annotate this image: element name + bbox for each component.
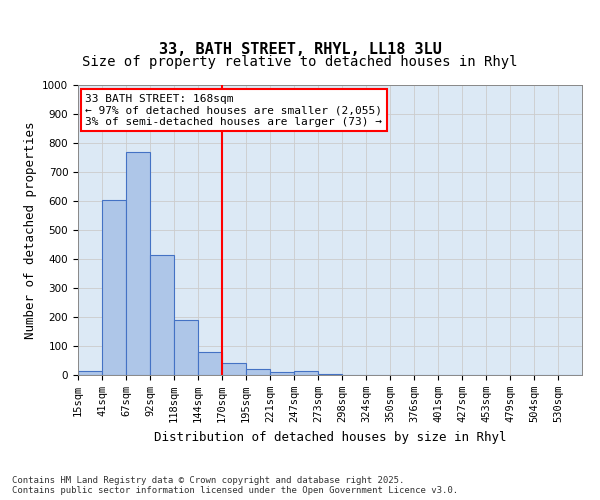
Bar xyxy=(102,200,126,375)
Bar xyxy=(78,370,102,375)
Bar xyxy=(150,254,174,375)
Bar xyxy=(222,364,246,375)
Bar xyxy=(294,370,318,375)
Bar xyxy=(198,352,222,375)
Text: Size of property relative to detached houses in Rhyl: Size of property relative to detached ho… xyxy=(82,55,518,69)
Text: 33, BATH STREET, RHYL, LL18 3LU: 33, BATH STREET, RHYL, LL18 3LU xyxy=(158,42,442,58)
Bar xyxy=(270,372,294,375)
Bar xyxy=(174,320,198,375)
Bar xyxy=(126,152,150,375)
Text: 33 BATH STREET: 168sqm
← 97% of detached houses are smaller (2,055)
3% of semi-d: 33 BATH STREET: 168sqm ← 97% of detached… xyxy=(85,94,382,127)
Bar xyxy=(246,369,270,375)
Y-axis label: Number of detached properties: Number of detached properties xyxy=(23,121,37,339)
X-axis label: Distribution of detached houses by size in Rhyl: Distribution of detached houses by size … xyxy=(154,430,506,444)
Bar xyxy=(318,374,342,375)
Text: Contains HM Land Registry data © Crown copyright and database right 2025.
Contai: Contains HM Land Registry data © Crown c… xyxy=(12,476,458,495)
